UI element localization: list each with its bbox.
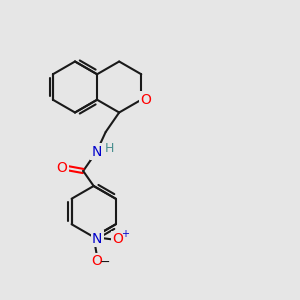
- Text: +: +: [121, 229, 129, 239]
- Text: O: O: [140, 93, 151, 107]
- Text: N: N: [92, 145, 102, 158]
- Text: O: O: [112, 232, 123, 246]
- Text: O: O: [91, 254, 102, 268]
- Text: N: N: [92, 232, 103, 245]
- Text: −: −: [100, 256, 110, 269]
- Text: H: H: [105, 142, 114, 155]
- Text: O: O: [57, 161, 68, 175]
